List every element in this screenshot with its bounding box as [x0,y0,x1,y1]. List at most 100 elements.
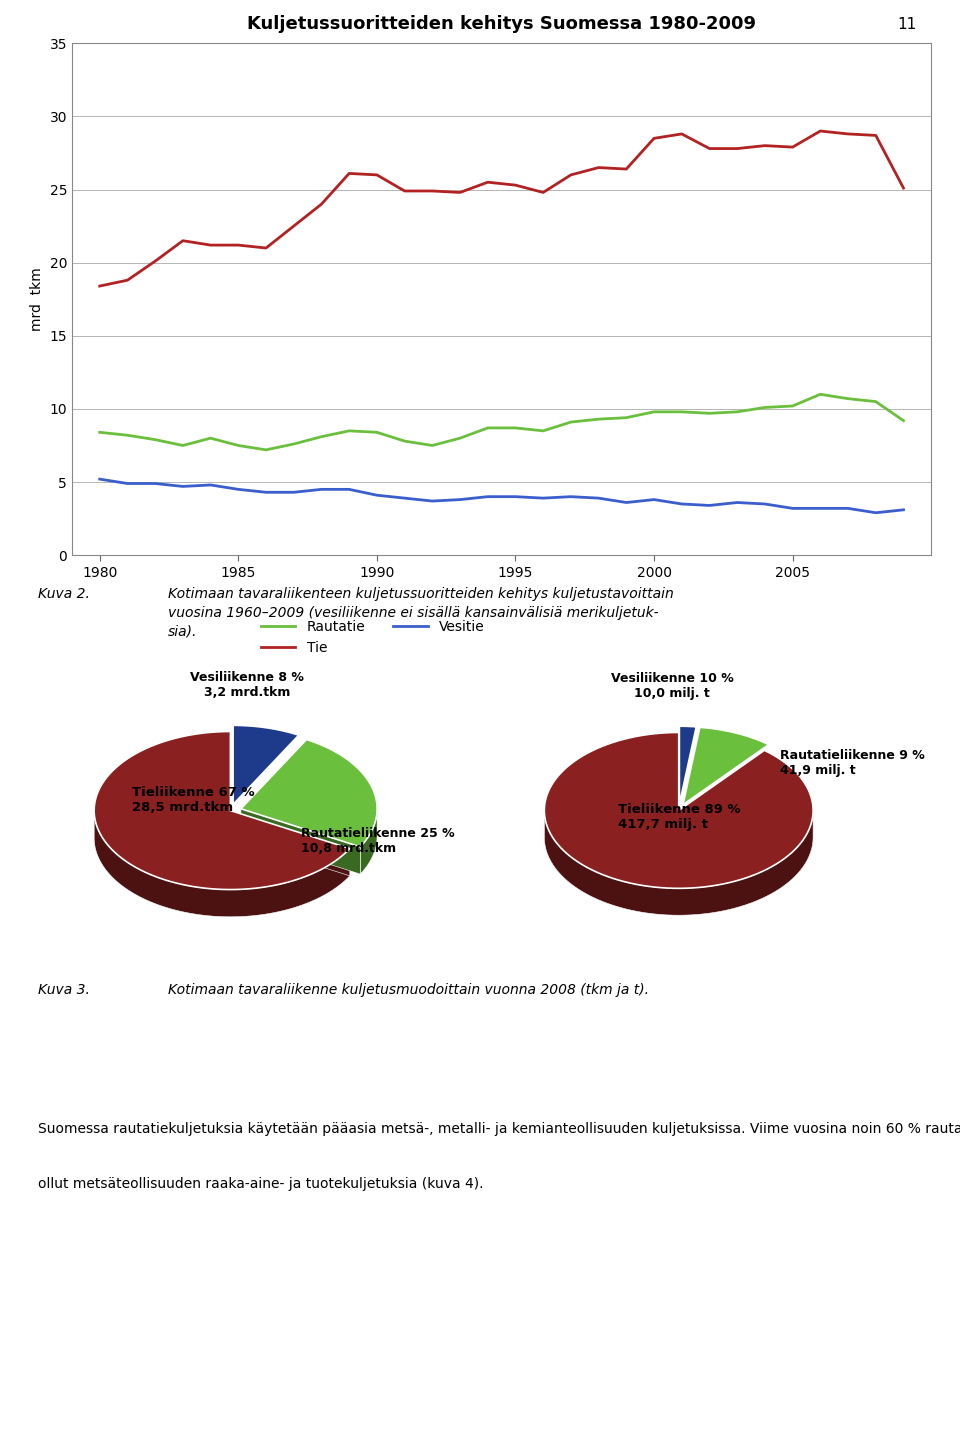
Tie [316,196,327,213]
Vesitie [565,487,577,505]
Polygon shape [230,810,349,875]
Rautatie [204,430,216,447]
Tie [372,166,383,183]
Vesitie [344,480,355,497]
Tie [815,123,827,140]
Tie [704,140,715,157]
Rautatie [398,433,410,450]
Tie [648,130,660,147]
Text: Kotimaan tavaraliikenteen kuljetussuoritteiden kehitys kuljetustavoittain
vuosin: Kotimaan tavaraliikenteen kuljetussuorit… [168,587,674,639]
Tie [288,218,300,235]
Title: Kuljetussuoritteiden kehitys Suomessa 1980-2009: Kuljetussuoritteiden kehitys Suomessa 19… [247,16,756,33]
Tie [454,183,466,200]
Text: Rautatieliikenne 9 %
41,9 milj. t: Rautatieliikenne 9 % 41,9 milj. t [780,750,924,777]
Tie [204,236,216,254]
Polygon shape [233,725,299,805]
Vesitie [454,490,466,508]
Tie [842,125,853,143]
Tie [759,137,771,154]
Vesitie [787,500,799,518]
Polygon shape [241,809,360,874]
Rautatie [150,431,161,448]
Vesitie [898,502,909,519]
Polygon shape [94,731,349,890]
Vesitie [704,497,715,515]
Legend: Rautatie, Tie, Vesitie: Rautatie, Tie, Vesitie [255,614,491,660]
Text: Vesiliikenne 10 %
10,0 milj. t: Vesiliikenne 10 % 10,0 milj. t [611,672,733,701]
Tie [870,127,881,144]
Text: Kuva 3.: Kuva 3. [38,983,90,998]
Tie [620,160,632,177]
Rautatie [260,441,272,459]
Tie [122,271,133,288]
Vesitie [398,489,410,506]
Tie [150,252,161,270]
Vesitie [593,489,605,506]
Vesitie [372,486,383,503]
Vesitie [316,480,327,497]
Rautatie [316,428,327,446]
Vesitie [510,487,521,505]
Text: Vesiliikenne 8 %
3,2 mrd.tkm: Vesiliikenne 8 % 3,2 mrd.tkm [190,671,303,699]
Text: Kuva 2.: Kuva 2. [38,587,90,601]
Rautatie [510,420,521,437]
Rautatie [842,389,853,407]
Tie [177,232,188,249]
Text: Kotimaan tavaraliikenne kuljetusmuodoittain vuonna 2008 (tkm ja t).: Kotimaan tavaraliikenne kuljetusmuodoitt… [168,983,649,998]
Vesitie [94,470,106,487]
Tie [510,176,521,193]
Polygon shape [544,733,813,888]
Tie [260,239,272,257]
Rautatie [538,423,549,440]
Line: Tie: Tie [100,131,903,286]
Rautatie [732,404,743,421]
Tie [344,164,355,182]
Vesitie [260,483,272,500]
Rautatie [565,414,577,431]
Polygon shape [94,812,349,917]
Vesitie [204,476,216,493]
Rautatie [704,405,715,423]
Rautatie [122,427,133,444]
Rautatie [177,437,188,454]
Tie [565,166,577,183]
Rautatie [344,423,355,440]
Tie [538,183,549,200]
Tie [482,173,493,190]
Rautatie [482,420,493,437]
Rautatie [94,424,106,441]
Vesitie [122,474,133,492]
Rautatie [787,398,799,415]
Rautatie [372,424,383,441]
Vesitie [842,500,853,518]
Rautatie [870,392,881,410]
Vesitie [676,495,687,512]
Text: Rautatieliikenne 25 %
10,8 mrd.tkm: Rautatieliikenne 25 % 10,8 mrd.tkm [301,826,455,855]
Vesitie [870,505,881,522]
Rautatie [815,385,827,402]
Vesitie [815,500,827,518]
Rautatie [454,430,466,447]
Tie [898,179,909,196]
Vesitie [620,493,632,510]
Text: Suomessa rautatiekuljetuksia käytetään pääasia metsä-, metalli- ja kemianteollis: Suomessa rautatiekuljetuksia käytetään p… [38,1122,960,1136]
Text: 11: 11 [898,17,917,32]
Rautatie [648,404,660,421]
Text: ollut metsäteollisuuden raaka-aine- ja tuotekuljetuksia (kuva 4).: ollut metsäteollisuuden raaka-aine- ja t… [38,1177,484,1191]
Tie [232,236,244,254]
Line: Vesitie: Vesitie [100,479,903,513]
Vesitie [482,487,493,505]
Text: Tieliikenne 89 %
417,7 milj. t: Tieliikenne 89 % 417,7 milj. t [618,803,741,831]
Tie [593,159,605,176]
Tie [732,140,743,157]
Vesitie [177,477,188,495]
Tie [426,182,438,199]
Vesitie [232,480,244,497]
Polygon shape [680,727,696,805]
Vesitie [538,489,549,506]
Rautatie [426,437,438,454]
Vesitie [288,483,300,500]
Rautatie [620,410,632,427]
Tie [787,138,799,156]
Polygon shape [241,740,377,846]
